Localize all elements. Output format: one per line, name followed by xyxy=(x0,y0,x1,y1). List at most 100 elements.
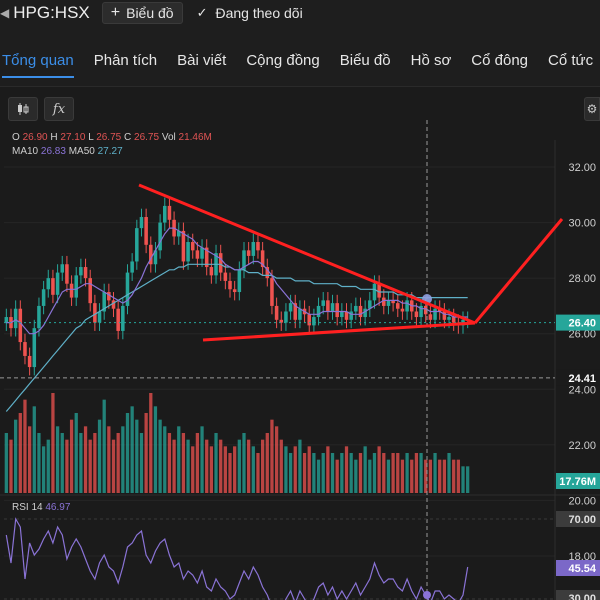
volume-bar xyxy=(233,446,237,493)
tab-analysis[interactable]: Phân tích xyxy=(93,52,158,69)
volume-bar xyxy=(335,459,339,493)
candle-body xyxy=(358,305,363,318)
volume-bar xyxy=(37,433,41,493)
tab-profile[interactable]: Hồ sơ xyxy=(410,52,452,69)
candle-body xyxy=(395,303,400,309)
candle-body xyxy=(377,283,381,298)
volume-bar xyxy=(149,393,153,493)
volume-bar xyxy=(153,406,158,493)
volume-bar xyxy=(107,426,111,493)
candle-body xyxy=(167,205,172,220)
candle-body xyxy=(256,242,260,251)
rsi-value: 46.97 xyxy=(45,502,71,513)
candle-body xyxy=(298,308,302,320)
top-bar: ◀ HPG:HSX + Biểu đồ ✓ Đang theo dõi xyxy=(0,0,600,26)
candle-body xyxy=(228,280,232,290)
volume-tag-bg xyxy=(556,473,600,489)
candle-body xyxy=(102,292,106,312)
breakout-arrow xyxy=(473,218,564,324)
indicator-fx-button[interactable]: fx xyxy=(44,97,74,121)
volume-bar xyxy=(344,446,349,493)
volume-bar xyxy=(195,433,200,493)
volume-bar xyxy=(177,426,181,493)
candle-body xyxy=(251,242,256,256)
tab-overview[interactable]: Tổng quan xyxy=(2,44,74,78)
volume-bar xyxy=(55,426,60,493)
candle-body xyxy=(83,267,88,279)
volume-bar xyxy=(93,433,97,493)
ma50-label: MA50 xyxy=(68,146,95,157)
candle-body xyxy=(246,250,251,256)
tab-community[interactable]: Cộng đồng xyxy=(246,52,320,69)
candle-body xyxy=(65,264,69,284)
volume-bar xyxy=(74,413,78,493)
volume-bar xyxy=(46,439,50,493)
tab-shareholders[interactable]: Cổ đông xyxy=(471,52,529,69)
volume-bar xyxy=(442,459,447,493)
candle-body xyxy=(144,217,148,245)
volume-bar xyxy=(27,426,32,493)
volume-bar xyxy=(298,439,302,493)
plus-icon: + xyxy=(110,4,121,21)
candlestick-icon[interactable] xyxy=(8,97,38,121)
candle-body xyxy=(442,311,447,320)
candle-body xyxy=(451,317,456,323)
chart-button-label: Biểu đồ xyxy=(126,5,174,21)
volume-bar xyxy=(172,439,176,493)
candle-body xyxy=(265,267,270,279)
follow-button[interactable]: ✓ Đang theo dõi xyxy=(197,5,303,21)
chevron-left-icon[interactable]: ◀ xyxy=(0,6,10,20)
volume-bar xyxy=(386,459,391,493)
volume-bar xyxy=(400,459,405,493)
rsi-value-tag: 45.54 xyxy=(568,563,596,575)
high-value: 27.10 xyxy=(60,132,86,143)
rsi-lower-tag: 30.00 xyxy=(568,593,596,600)
candle-body xyxy=(32,328,37,368)
ohlc-legend: O 26.90 H 27.10 L 26.75 C 26.75 Vol 21.4… xyxy=(12,132,212,143)
volume-bar xyxy=(284,446,288,493)
candle-body xyxy=(326,300,330,312)
volume-bar xyxy=(181,433,186,493)
volume-bar xyxy=(223,446,227,493)
tab-dividends[interactable]: Cổ tức xyxy=(548,52,594,69)
candle-body xyxy=(363,308,367,318)
trendline-lower xyxy=(202,321,476,342)
volume-bar xyxy=(307,446,311,493)
rsi-lower-tag-bg xyxy=(556,590,600,600)
candle-body xyxy=(321,300,325,306)
volume-bar xyxy=(135,419,139,493)
volume-bar xyxy=(228,453,232,493)
candle-body xyxy=(316,305,321,318)
tab-chart[interactable]: Biểu đồ xyxy=(339,52,391,69)
candle-body xyxy=(270,278,274,306)
candle-body xyxy=(428,314,433,320)
vol-label: Vol xyxy=(161,132,176,143)
volume-bar xyxy=(293,446,297,493)
chart-button[interactable]: + Biểu đồ xyxy=(101,2,183,24)
volume-bar xyxy=(219,439,223,493)
candle-body xyxy=(135,228,139,262)
candle-body xyxy=(158,222,162,251)
candle-body xyxy=(433,308,437,320)
candle-body xyxy=(195,250,200,259)
follow-label: Đang theo dõi xyxy=(215,5,303,21)
tab-bar: Tổng quan Phân tích Bài viết Cộng đồng B… xyxy=(0,44,600,84)
candle-body xyxy=(93,303,97,323)
volume-bar xyxy=(88,439,92,493)
volume-bar xyxy=(419,453,423,493)
volume-bar xyxy=(358,453,363,493)
candle-body xyxy=(18,308,23,343)
candle-body xyxy=(447,317,451,320)
candle-body xyxy=(232,289,237,293)
candle-body xyxy=(51,278,55,295)
chart-panel[interactable]: fx ⚙ O 26.90 H 27.10 L 26.75 C 26.75 Vol… xyxy=(0,86,600,600)
candle-body xyxy=(284,311,288,323)
candle-body xyxy=(4,317,9,323)
tab-articles[interactable]: Bài viết xyxy=(177,52,227,69)
symbol-title[interactable]: ◀ HPG:HSX xyxy=(0,3,90,23)
volume-bar xyxy=(433,453,437,493)
rsi-upper-tag: 70.00 xyxy=(568,514,596,526)
h-label: H xyxy=(50,132,58,143)
volume-bar xyxy=(312,453,316,493)
